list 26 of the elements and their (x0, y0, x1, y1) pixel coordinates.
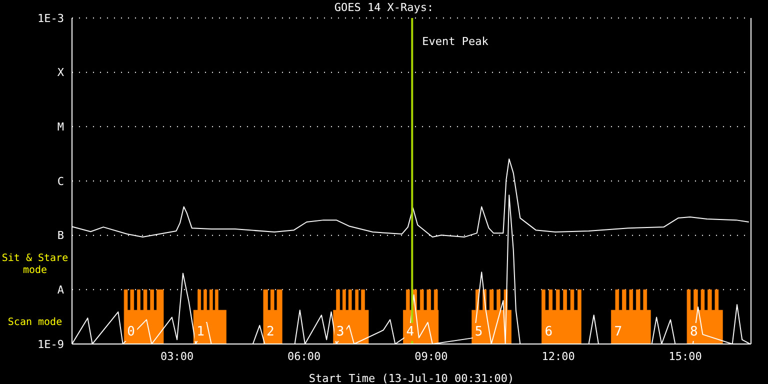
chart-title: GOES 14 X-Rays: (334, 1, 434, 14)
x-tick-label: 12:00 (542, 350, 575, 363)
x-tick-label: 03:00 (160, 350, 194, 363)
x-tick-label: 06:00 (288, 350, 321, 363)
annotation: 2 (266, 324, 274, 340)
annotation: 4 (406, 324, 414, 340)
y-tick-label: B (57, 229, 64, 242)
x-tick-label: 09:00 (414, 350, 448, 363)
y-tick-label: X (57, 66, 64, 80)
annotation: 6 (544, 324, 553, 340)
annotation: 5 (474, 324, 483, 340)
x-axis-title: Start Time (13-Jul-10 00:31:00) (308, 372, 514, 384)
y-tick-label: 1E-9 (38, 338, 64, 351)
y-tick-label: 1E-3 (38, 12, 64, 25)
annotation: 3 (336, 324, 344, 340)
y-tick-label: C (57, 174, 64, 188)
annotation: 0 (127, 324, 135, 340)
y-tick-label: A (57, 284, 64, 297)
text: Scan mode (8, 316, 62, 328)
annotation: 1 (196, 324, 204, 340)
x-tick-label: 15:00 (668, 350, 702, 363)
y-tick-label: M (57, 120, 64, 134)
annotation: 7 (614, 324, 622, 340)
ref-line-label: Event Peak (422, 35, 489, 48)
annotation: 8 (690, 324, 698, 340)
text: Sit & Stare mode (2, 252, 68, 276)
